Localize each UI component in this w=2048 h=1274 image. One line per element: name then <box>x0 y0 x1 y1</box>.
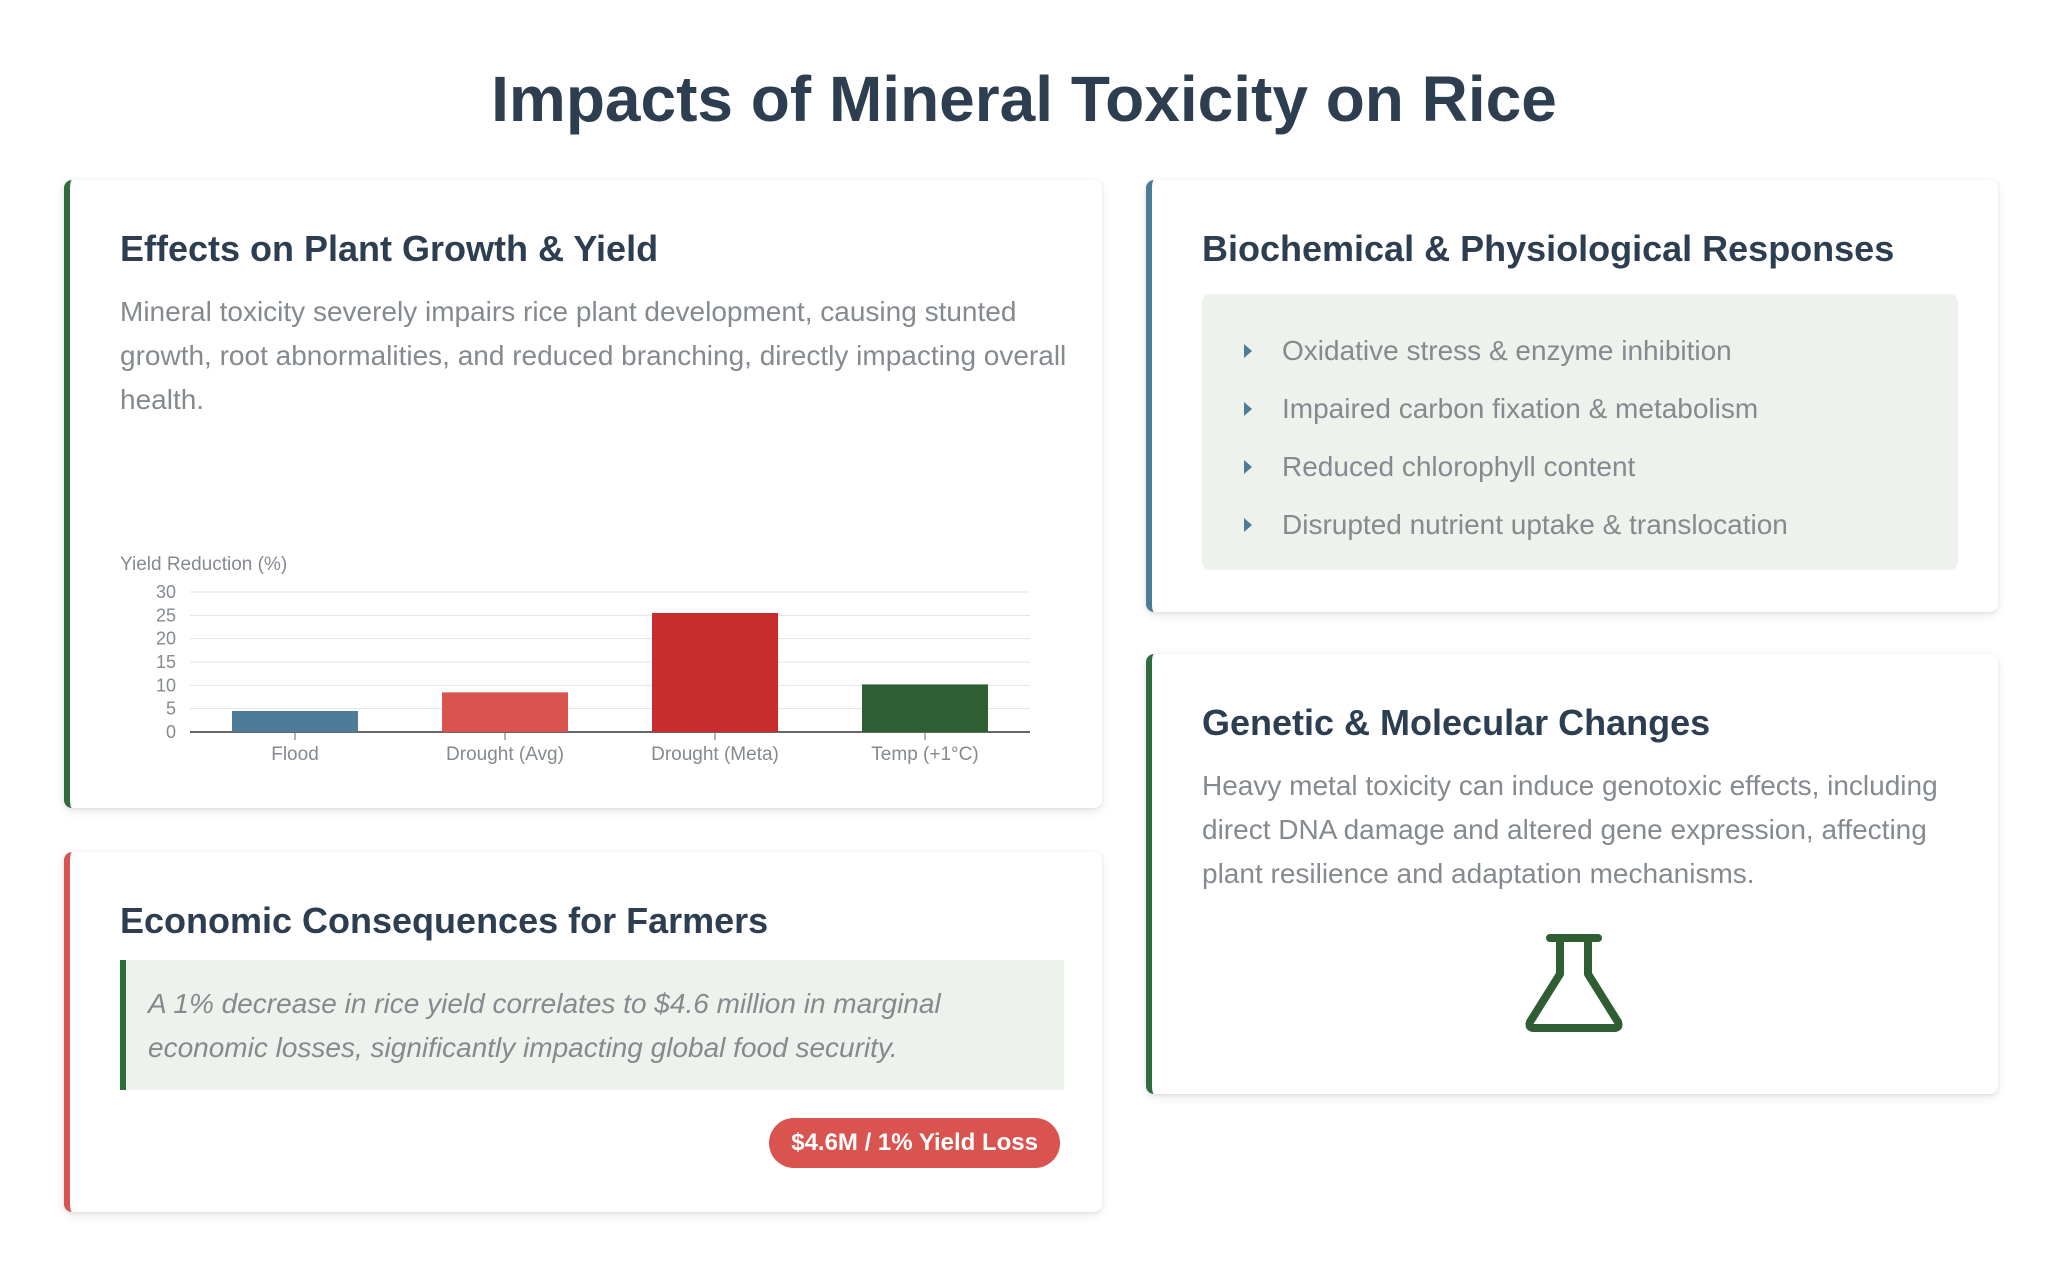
chart-y-tick-label: 30 <box>156 582 176 602</box>
bio-item-text: Disrupted nutrient uptake & translocatio… <box>1282 509 1788 540</box>
economic-quote-text: A 1% decrease in rice yield correlates t… <box>148 988 941 1063</box>
economic-card-title: Economic Consequences for Farmers <box>120 900 769 941</box>
chart-y-tick-label: 10 <box>156 675 176 695</box>
bio-item-text: Reduced chlorophyll content <box>1282 451 1636 482</box>
chart-bar <box>442 692 568 732</box>
page-title: Impacts of Mineral Toxicity on Rice <box>491 63 1557 135</box>
flask-icon <box>1525 934 1623 1032</box>
chart-bar <box>862 684 988 732</box>
bio-card-title: Biochemical & Physiological Responses <box>1202 228 1895 269</box>
caret-right-icon <box>1244 460 1252 474</box>
chart-y-axis-label: Yield Reduction (%) <box>120 554 287 575</box>
chart-x-tick-label: Drought (Meta) <box>651 744 779 765</box>
genetic-card: Genetic & Molecular Changes Heavy metal … <box>1146 654 1998 1094</box>
biochemical-card: Biochemical & Physiological Responses Ox… <box>1146 180 1998 612</box>
chart-x-tick-label: Flood <box>271 744 319 765</box>
chart-y-tick-label: 0 <box>166 722 176 742</box>
caret-right-icon <box>1244 402 1252 416</box>
chart-bar <box>652 613 778 732</box>
list-item: Disrupted nutrient uptake & translocatio… <box>1244 496 1958 554</box>
list-item: Oxidative stress & enzyme inhibition <box>1244 322 1958 380</box>
list-item: Impaired carbon fixation & metabolism <box>1244 380 1958 438</box>
bio-list: Oxidative stress & enzyme inhibition Imp… <box>1202 294 1958 570</box>
chart-y-tick-label: 20 <box>156 629 176 649</box>
chart-y-tick-label: 5 <box>166 699 176 719</box>
yield-loss-badge: $4.6M / 1% Yield Loss <box>769 1118 1060 1168</box>
economic-quote: A 1% decrease in rice yield correlates t… <box>120 960 1064 1090</box>
growth-card-description: Mineral toxicity severely impairs rice p… <box>120 296 1067 415</box>
growth-yield-card: Effects on Plant Growth & Yield Mineral … <box>64 180 1102 808</box>
chart-y-tick-label: 15 <box>156 652 176 672</box>
genetic-card-description: Heavy metal toxicity can induce genotoxi… <box>1202 770 1938 889</box>
chart-x-tick-label: Drought (Avg) <box>446 744 564 765</box>
caret-right-icon <box>1244 344 1252 358</box>
economic-card: Economic Consequences for Farmers A 1% d… <box>64 852 1102 1212</box>
list-item: Reduced chlorophyll content <box>1244 438 1958 496</box>
chart-x-tick-label: Temp (+1°C) <box>871 744 978 765</box>
chart-y-tick-label: 25 <box>156 605 176 625</box>
genetic-card-title: Genetic & Molecular Changes <box>1202 702 1711 743</box>
growth-card-title: Effects on Plant Growth & Yield <box>120 228 659 269</box>
bio-item-text: Oxidative stress & enzyme inhibition <box>1282 335 1732 366</box>
bio-item-text: Impaired carbon fixation & metabolism <box>1282 393 1759 424</box>
chart-bar <box>232 711 358 732</box>
yield-reduction-chart: Flood Drought (Avg) Drought (Meta) Temp (+1… <box>120 554 1030 765</box>
caret-right-icon <box>1244 518 1252 532</box>
